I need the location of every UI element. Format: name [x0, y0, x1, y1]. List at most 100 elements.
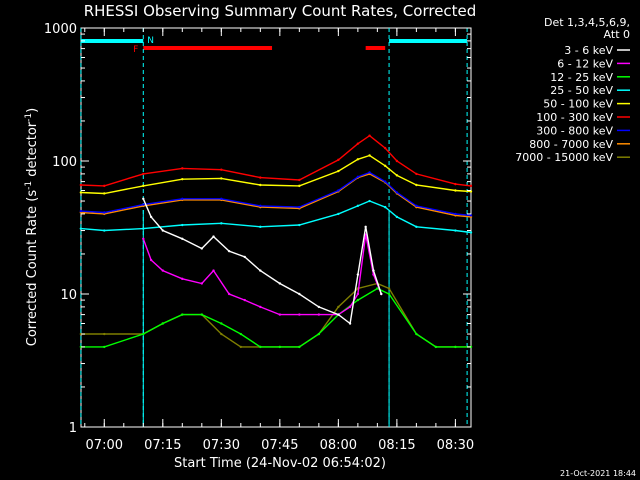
data-point — [259, 345, 262, 349]
data-point — [454, 212, 457, 216]
data-point — [278, 345, 282, 349]
data-point — [239, 345, 243, 349]
y-axis-label: Corrected Count Rate (s-1 detector-1) — [24, 108, 40, 346]
data-point — [259, 269, 262, 272]
data-point — [356, 142, 360, 145]
data-point — [298, 292, 301, 296]
flare-flag-label: F — [133, 45, 138, 55]
legend-header-detectors: Det 1,3,4,5,6,9, — [544, 16, 630, 29]
x-tick-label: 07:15 — [144, 438, 181, 453]
data-point — [278, 313, 282, 316]
y-tick-label: 10 — [60, 288, 77, 303]
data-point — [227, 292, 231, 296]
data-point — [337, 169, 340, 173]
data-point — [454, 345, 457, 349]
series-layer — [79, 134, 473, 349]
data-point — [200, 313, 204, 316]
data-point — [415, 172, 418, 176]
data-point — [337, 305, 340, 309]
data-point — [348, 322, 352, 325]
data-point — [142, 227, 145, 230]
data-point — [161, 322, 164, 325]
data-point — [79, 209, 83, 213]
y-tick-label: 1000 — [44, 22, 77, 37]
data-point — [181, 313, 184, 316]
data-point — [259, 305, 262, 309]
data-point — [220, 177, 223, 180]
data-point — [200, 247, 204, 250]
axes: 07:00 07:15 07:30 07:45 08:00 08:15 08:30 1 10 10… — [44, 22, 474, 453]
data-point — [142, 237, 145, 241]
data-point — [383, 180, 387, 183]
data-point — [415, 225, 418, 229]
data-point — [317, 332, 321, 336]
legend-label: 7000 - 15000 keV — [515, 151, 613, 164]
data-point — [103, 345, 106, 349]
legend-header-attenuator: Att 0 — [604, 28, 630, 41]
data-point — [469, 231, 473, 234]
data-point — [469, 214, 473, 217]
data-point — [142, 332, 145, 336]
data-point — [142, 203, 145, 206]
observing-flags: FN — [80, 36, 468, 55]
data-point — [383, 146, 387, 150]
data-point — [149, 258, 153, 262]
data-point — [337, 212, 340, 216]
data-point — [79, 227, 83, 230]
data-point — [181, 237, 184, 241]
data-point — [220, 332, 223, 336]
data-point — [337, 189, 340, 192]
data-point — [212, 269, 215, 272]
data-point — [200, 282, 204, 285]
data-point — [454, 182, 457, 186]
data-point — [454, 189, 457, 192]
data-point — [317, 305, 321, 309]
data-point — [368, 171, 371, 174]
data-point — [181, 177, 184, 181]
data-point — [298, 223, 301, 227]
data-point — [395, 191, 399, 194]
data-point — [469, 184, 473, 188]
data-point — [259, 225, 262, 229]
x-tick-label: 07:30 — [203, 438, 240, 453]
data-point — [220, 322, 223, 325]
legend-label: 800 - 7000 keV — [529, 138, 613, 151]
data-point — [161, 229, 164, 232]
data-point — [103, 192, 106, 195]
data-point — [348, 305, 352, 309]
series-line-3-6-keV — [142, 198, 382, 325]
data-point — [415, 183, 418, 187]
legend-label: 100 - 300 keV — [536, 111, 613, 124]
data-point — [395, 174, 399, 177]
legend-label: 12 - 25 keV — [550, 71, 613, 84]
data-point — [79, 345, 83, 349]
data-point — [415, 332, 418, 336]
data-point — [103, 211, 106, 214]
data-point — [212, 235, 215, 238]
data-point — [395, 215, 399, 219]
data-point — [220, 197, 223, 200]
data-point — [356, 158, 360, 161]
data-point — [434, 345, 438, 349]
x-tick-label: 07:00 — [86, 438, 123, 453]
data-point — [298, 178, 301, 182]
x-tick-label: 08:30 — [437, 438, 474, 453]
data-point — [259, 204, 262, 208]
data-point — [243, 255, 246, 259]
data-point — [383, 205, 387, 209]
data-point — [142, 184, 145, 188]
data-point — [227, 249, 231, 253]
legend-label: 25 - 50 keV — [550, 84, 613, 97]
data-point — [337, 313, 340, 316]
data-point — [243, 298, 246, 302]
data-point — [415, 204, 418, 208]
data-point — [356, 204, 360, 208]
data-point — [239, 332, 243, 336]
footer-timestamp: 21-Oct-2021 18:44 — [560, 469, 636, 478]
data-point — [181, 197, 184, 200]
data-point — [298, 184, 301, 188]
x-tick-label: 07:45 — [261, 438, 298, 453]
data-point — [259, 176, 262, 179]
